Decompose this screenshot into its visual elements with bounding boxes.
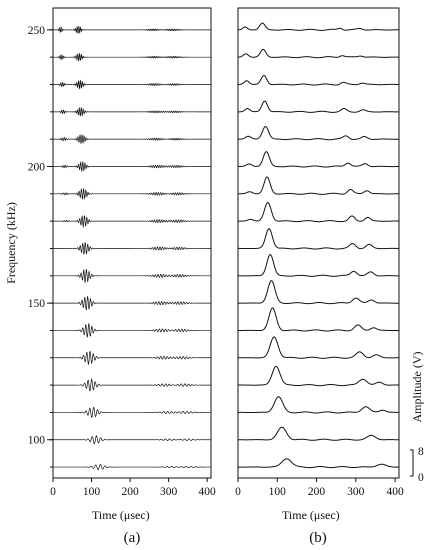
panel-b-trace-100 bbox=[237, 426, 399, 441]
panel-b-traces bbox=[237, 22, 400, 469]
panel-a-trace-170 bbox=[53, 241, 211, 255]
panel-a-y-tick-label: 150 bbox=[28, 298, 46, 310]
panel-b-trace-220 bbox=[238, 100, 399, 113]
panel-a-trace-130 bbox=[53, 350, 211, 366]
panel-b-trace-90 bbox=[237, 458, 399, 469]
scale-bar-top-label: 8 bbox=[418, 446, 424, 458]
panel-a-trace-120 bbox=[53, 378, 211, 392]
panel-a-y-ticks: 100 150 200 250 bbox=[28, 25, 53, 468]
panel-b-x-tick-label: 100 bbox=[269, 486, 287, 498]
panel-a: 0 100 200 300 400 100 150 200 250 Time (μsec) F… bbox=[4, 7, 216, 546]
panel-b-trace-250 bbox=[237, 22, 399, 31]
panel-a-label: (a) bbox=[124, 530, 141, 546]
panel-a-y-tick-label: 200 bbox=[28, 161, 46, 173]
panel-a-x-ticks: 0 100 200 300 400 bbox=[50, 478, 216, 498]
panel-b-label: (b) bbox=[309, 530, 327, 546]
panel-a-trace-180 bbox=[53, 215, 211, 229]
panel-b-trace-170 bbox=[238, 228, 400, 250]
panel-a-y-axis-title: Frequency (kHz) bbox=[4, 202, 18, 284]
panel-b-trace-180 bbox=[237, 202, 400, 223]
panel-b-x-axis-title: Time (μsec) bbox=[282, 508, 340, 522]
panel-a-x-tick-label: 200 bbox=[121, 486, 139, 498]
panel-b-x-tick-label: 400 bbox=[386, 486, 404, 498]
panel-b-trace-110 bbox=[238, 396, 400, 414]
panel-a-trace-90 bbox=[53, 464, 211, 471]
panel-a-x-tick-label: 300 bbox=[160, 486, 178, 498]
panel-b-amplitude-axis-title: Amplitude (V) bbox=[410, 352, 424, 423]
panel-a-trace-160 bbox=[53, 268, 211, 284]
panel-a-trace-110 bbox=[53, 406, 211, 418]
panel-b-x-tick-label: 0 bbox=[235, 486, 241, 498]
panel-a-x-tick-label: 400 bbox=[199, 486, 217, 498]
panel-a-y-tick-label: 100 bbox=[28, 435, 46, 447]
panel-b-trace-120 bbox=[238, 365, 399, 387]
panel-b-trace-230 bbox=[237, 74, 400, 86]
panel-b-frame bbox=[237, 7, 400, 479]
panel-a-trace-190 bbox=[53, 188, 211, 200]
panel-a-trace-220 bbox=[53, 106, 211, 117]
panel-a-y-tick-label: 250 bbox=[28, 25, 46, 37]
panel-b-x-ticks: 0 100 200 300 400 bbox=[235, 478, 404, 498]
scale-bar-bottom-label: 0 bbox=[418, 472, 424, 484]
amplitude-scale-bar: 8 0 bbox=[410, 446, 424, 484]
panel-b-trace-150 bbox=[237, 280, 400, 305]
panel-a-traces bbox=[53, 25, 211, 471]
panel-b-trace-130 bbox=[238, 336, 400, 359]
panel-a-x-tick-label: 0 bbox=[50, 486, 56, 498]
panel-b-trace-210 bbox=[238, 125, 400, 141]
panel-a-trace-230 bbox=[53, 79, 211, 90]
panel-b-trace-240 bbox=[237, 48, 400, 59]
panel-b: 0 100 200 300 400 Time (μsec) (b) Amplitude … bbox=[235, 7, 424, 546]
panel-a-trace-150 bbox=[53, 295, 211, 311]
panel-a-x-tick-label: 100 bbox=[83, 486, 101, 498]
panel-a-trace-250 bbox=[53, 25, 211, 34]
panel-b-trace-190 bbox=[237, 176, 399, 195]
panel-a-trace-140 bbox=[53, 322, 211, 338]
panel-b-trace-160 bbox=[237, 254, 399, 277]
panel-a-trace-200 bbox=[53, 161, 211, 172]
panel-a-trace-240 bbox=[53, 53, 211, 62]
panel-a-trace-100 bbox=[53, 435, 211, 445]
panel-b-x-tick-label: 200 bbox=[308, 486, 326, 498]
panel-b-x-tick-label: 300 bbox=[347, 486, 365, 498]
panel-b-trace-200 bbox=[238, 151, 400, 168]
panel-a-x-axis-title: Time (μsec) bbox=[92, 508, 150, 522]
panel-a-frame bbox=[52, 7, 212, 479]
panel-b-trace-140 bbox=[238, 307, 400, 332]
panel-a-trace-210 bbox=[53, 133, 211, 144]
